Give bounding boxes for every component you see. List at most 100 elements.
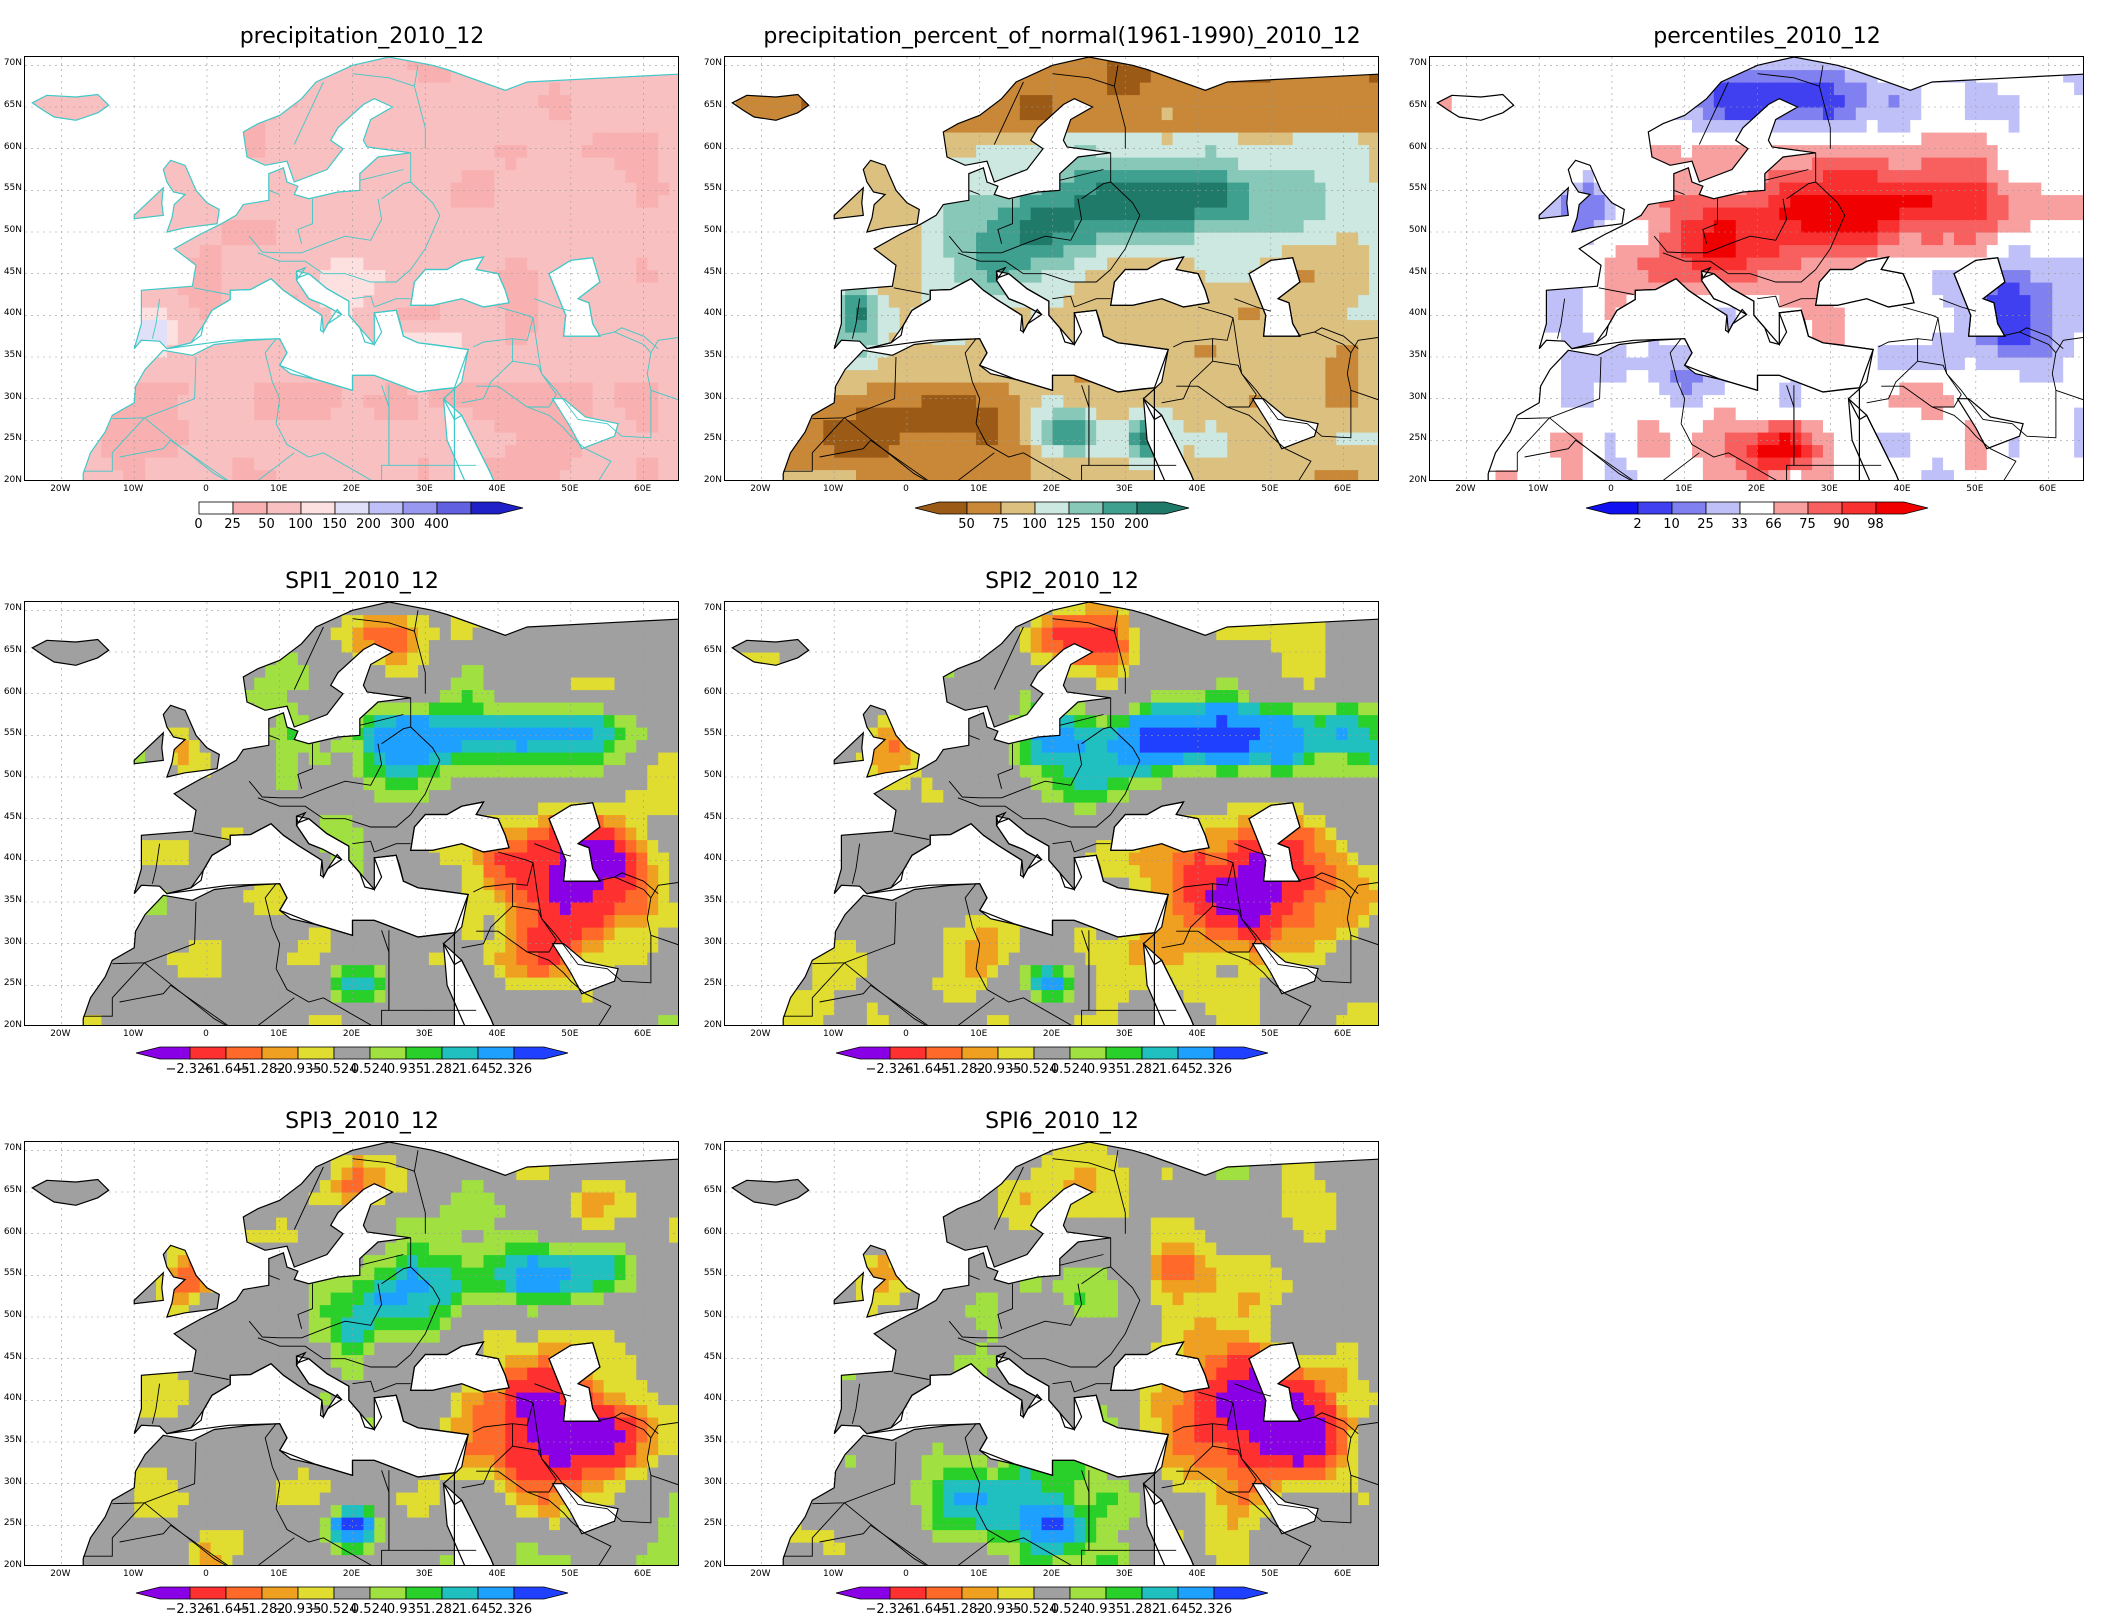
colorbar-swatch xyxy=(835,1586,890,1600)
colorbar-swatch xyxy=(1141,1586,1178,1600)
lat-label: 40N xyxy=(703,853,722,864)
lon-label: 60E xyxy=(634,1029,652,1039)
colorbar-label: 125 xyxy=(1056,517,1081,532)
colorbar-swatch xyxy=(513,1586,568,1600)
lat-label: 35N xyxy=(3,895,22,905)
colorbar-swatch xyxy=(135,1586,190,1600)
lat-label: 40N xyxy=(703,308,722,319)
lat-label: 55N xyxy=(3,183,22,194)
lat-label: 55N xyxy=(1408,183,1427,194)
colorbar xyxy=(913,501,1191,515)
colorbar-label: −1.282 xyxy=(937,1062,986,1077)
colorbar-swatch xyxy=(470,501,523,515)
lat-label: 70N xyxy=(3,1143,22,1154)
lon-label: 0 xyxy=(1608,484,1614,494)
colorbar-label: 150 xyxy=(1090,517,1115,532)
lat-label: 65N xyxy=(1408,100,1427,110)
lon-label: 0 xyxy=(203,1029,209,1039)
lon-label: 10E xyxy=(270,484,288,494)
colorbar-swatch xyxy=(1739,501,1774,515)
colorbar-swatch xyxy=(1807,501,1842,515)
lon-label: 20W xyxy=(50,1029,71,1039)
colorbar-label: 0 xyxy=(194,517,203,532)
lon-label: 10W xyxy=(122,1569,144,1579)
colorbar-label: 1.645 xyxy=(1158,1602,1197,1617)
lon-label: 10W xyxy=(1527,484,1549,494)
colorbar-swatch xyxy=(297,1046,334,1060)
colorbar-swatch xyxy=(300,501,335,515)
lat-label: 60N xyxy=(703,686,722,697)
colorbar-label: −2.326 xyxy=(865,1602,914,1617)
colorbar xyxy=(179,501,525,515)
lon-label: 50E xyxy=(1261,1569,1279,1579)
lon-label: 20W xyxy=(750,1029,771,1039)
lat-label: 50N xyxy=(3,770,22,780)
lon-label: 20E xyxy=(342,1569,361,1579)
lon-label: 10W xyxy=(822,1029,844,1039)
colorbar-label: 2.326 xyxy=(1194,1602,1233,1617)
colorbar-label: −0.935 xyxy=(273,1062,322,1077)
lat-label: 55N xyxy=(3,1268,22,1279)
map-spi2 xyxy=(724,601,1379,1026)
colorbar-swatch xyxy=(369,1046,406,1060)
lat-label: 70N xyxy=(3,603,22,614)
lon-label: 20W xyxy=(750,484,771,494)
lat-label: 65N xyxy=(3,1185,22,1195)
colorbar-swatch xyxy=(925,1046,962,1060)
colorbar-swatch xyxy=(441,1586,478,1600)
colorbar-swatch xyxy=(189,1046,226,1060)
colorbar-swatch xyxy=(261,1046,298,1060)
colorbar-label: 200 xyxy=(1124,517,1149,532)
lat-label: 60N xyxy=(703,1226,722,1237)
lat-label: 40N xyxy=(3,853,22,864)
colorbar-label: 300 xyxy=(390,517,415,532)
colorbar-swatch xyxy=(1671,501,1706,515)
lat-label: 50N xyxy=(703,1310,722,1320)
lon-label: 10E xyxy=(270,1569,288,1579)
lon-label: 50E xyxy=(561,484,579,494)
lon-label: 50E xyxy=(1261,484,1279,494)
lat-label: 60N xyxy=(1408,141,1427,152)
lat-label: 25N xyxy=(3,978,22,989)
lon-label: 20E xyxy=(1747,484,1766,494)
lat-label: 30N xyxy=(703,936,722,947)
colorbar-swatch xyxy=(402,501,437,515)
lat-label: 50N xyxy=(1408,225,1427,235)
colorbar-swatch xyxy=(889,1586,926,1600)
lat-label: 20N xyxy=(3,475,22,485)
lon-label: 20W xyxy=(750,1569,771,1579)
lon-label: 60E xyxy=(1334,484,1352,494)
lat-label: 25N xyxy=(1408,433,1427,444)
colorbar-label: −1.645 xyxy=(901,1062,950,1077)
colorbar-swatch xyxy=(1773,501,1808,515)
lat-label: 50N xyxy=(3,225,22,235)
map-spi6 xyxy=(724,1141,1379,1566)
colorbar-swatch xyxy=(266,501,301,515)
colorbar-swatch xyxy=(1105,1046,1142,1060)
colorbar-swatch xyxy=(966,501,1001,515)
lon-label: 30E xyxy=(1115,1029,1133,1039)
colorbar-label: 75 xyxy=(992,517,1009,532)
colorbar-swatch xyxy=(225,1586,262,1600)
colorbar-swatch xyxy=(1841,501,1876,515)
colorbar-swatch xyxy=(334,501,369,515)
gridlines xyxy=(25,602,678,1025)
lat-label: 60N xyxy=(3,141,22,152)
colorbar-label: −0.935 xyxy=(273,1602,322,1617)
colorbar-swatch xyxy=(1136,501,1189,515)
colorbar-label: 2.326 xyxy=(494,1602,533,1617)
colorbar-swatch xyxy=(189,1586,226,1600)
lat-label: 25N xyxy=(3,1518,22,1529)
lat-label: 70N xyxy=(1408,58,1427,69)
lat-label: 70N xyxy=(703,1143,722,1154)
lat-label: 50N xyxy=(703,770,722,780)
colorbar-swatch xyxy=(436,501,471,515)
gridlines xyxy=(725,57,1378,480)
colorbar-label: −1.282 xyxy=(237,1062,286,1077)
lon-label: 40E xyxy=(1188,1029,1206,1039)
lon-label: 50E xyxy=(561,1569,579,1579)
colorbar-swatch xyxy=(333,1586,370,1600)
colorbar-swatch xyxy=(889,1046,926,1060)
lat-label: 60N xyxy=(703,141,722,152)
colorbar-swatch xyxy=(925,1586,962,1600)
